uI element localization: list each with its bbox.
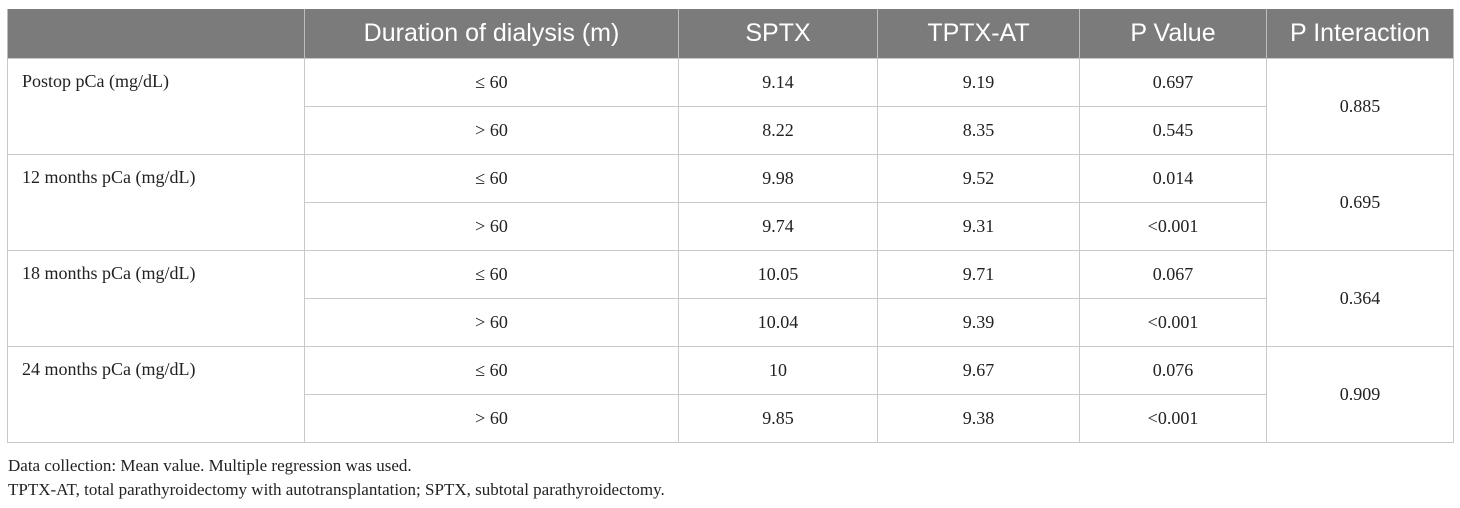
header-row: Duration of dialysis (m) SPTX TPTX-AT P … [7,9,1454,59]
p-interaction-cell: 0.695 [1266,154,1454,251]
sptx-cell: 10 [678,346,878,395]
row-group-label: 24 months pCa (mg/dL) [7,346,305,443]
p-interaction-cell: 0.909 [1266,346,1454,443]
sptx-cell: 9.74 [678,202,878,251]
p-value-cell: <0.001 [1079,298,1267,347]
table-row: 24 months pCa (mg/dL) ≤ 60 10 9.67 0.076… [7,346,1454,443]
tptx-at-cell: 9.52 [877,154,1080,203]
header-cell-tptx-at: TPTX-AT [877,9,1080,59]
p-value-cell: 0.076 [1079,346,1267,395]
p-interaction-cell: 0.364 [1266,250,1454,347]
p-value-cell: <0.001 [1079,202,1267,251]
sptx-cell: 8.22 [678,106,878,155]
duration-cell: ≤ 60 [304,250,679,299]
p-value-cell: 0.545 [1079,106,1267,155]
tptx-at-cell: 9.31 [877,202,1080,251]
tptx-at-cell: 9.38 [877,394,1080,443]
header-cell-duration: Duration of dialysis (m) [304,9,679,59]
duration-cell: ≤ 60 [304,346,679,395]
duration-cell: ≤ 60 [304,154,679,203]
tptx-at-cell: 9.19 [877,58,1080,107]
sptx-cell: 9.14 [678,58,878,107]
table-row: 18 months pCa (mg/dL) ≤ 60 10.05 9.71 0.… [7,250,1454,347]
p-interaction-cell: 0.885 [1266,58,1454,155]
table-row: > 60 9.74 9.31 <0.001 [8,202,1454,251]
tptx-at-cell: 9.39 [877,298,1080,347]
header-cell-sptx: SPTX [678,9,878,59]
sptx-cell: 9.85 [678,394,878,443]
p-value-cell: 0.697 [1079,58,1267,107]
duration-cell: > 60 [304,298,679,347]
row-group-label: 18 months pCa (mg/dL) [7,250,305,347]
table-row: > 60 9.85 9.38 <0.001 [8,394,1454,443]
sptx-cell: 10.05 [678,250,878,299]
header-cell-p-interaction: P Interaction [1266,9,1454,59]
table-footnote-abbreviations: TPTX-AT, total parathyroidectomy with au… [8,480,665,499]
tptx-at-cell: 8.35 [877,106,1080,155]
p-value-cell: 0.014 [1079,154,1267,203]
row-group-label: Postop pCa (mg/dL) [7,58,305,155]
table-row: Postop pCa (mg/dL) ≤ 60 9.14 9.19 0.697 … [7,58,1454,155]
row-group-label: 12 months pCa (mg/dL) [7,154,305,251]
duration-cell: > 60 [304,394,679,443]
tptx-at-cell: 9.67 [877,346,1080,395]
results-table: Duration of dialysis (m) SPTX TPTX-AT P … [7,9,1454,443]
p-value-cell: 0.067 [1079,250,1267,299]
table-row: > 60 8.22 8.35 0.545 [8,106,1454,155]
header-cell-p-value: P Value [1079,9,1267,59]
duration-cell: > 60 [304,202,679,251]
sptx-cell: 9.98 [678,154,878,203]
table-row: 12 months pCa (mg/dL) ≤ 60 9.98 9.52 0.0… [7,154,1454,251]
table-footnote-method: Data collection: Mean value. Multiple re… [8,456,412,475]
p-value-cell: <0.001 [1079,394,1267,443]
tptx-at-cell: 9.71 [877,250,1080,299]
sptx-cell: 10.04 [678,298,878,347]
duration-cell: ≤ 60 [304,58,679,107]
table-row: > 60 10.04 9.39 <0.001 [8,298,1454,347]
header-cell-label [7,9,305,59]
duration-cell: > 60 [304,106,679,155]
